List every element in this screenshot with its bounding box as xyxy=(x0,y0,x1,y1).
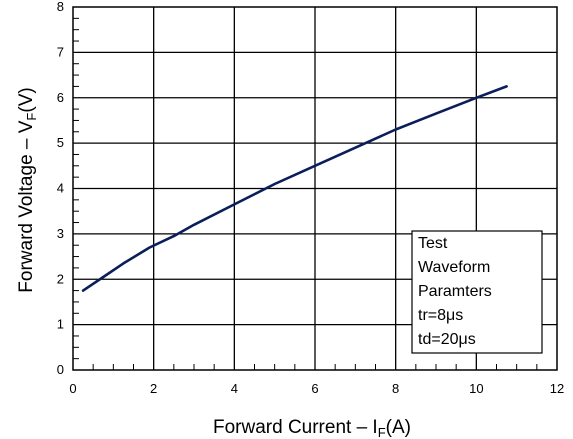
annotation-line-5: td=20μs xyxy=(418,331,476,348)
x-tick-label: 10 xyxy=(469,381,483,396)
minor-ticks xyxy=(73,17,538,370)
y-tick-label: 8 xyxy=(57,0,64,14)
x-tick-label: 6 xyxy=(311,381,318,396)
annotation-line-1: Test xyxy=(418,235,448,252)
y-axis-title-sub: F xyxy=(24,113,39,121)
annotation-frame xyxy=(411,230,543,354)
y-tick-label: 4 xyxy=(57,181,64,196)
x-axis-title-main: Forward Current – I xyxy=(213,417,378,438)
x-axis-title-sub: F xyxy=(378,425,386,439)
y-tick-label: 6 xyxy=(57,90,64,105)
annotation-line-2: Waveform xyxy=(418,259,490,276)
y-axis-title-main: Forward Voltage – V xyxy=(16,120,37,292)
y-tick-label: 7 xyxy=(57,44,64,59)
y-tick-label: 3 xyxy=(57,226,64,241)
x-tick-label: 0 xyxy=(69,381,76,396)
x-tick-label: 8 xyxy=(392,381,399,396)
annotation-line-3: Paramters xyxy=(418,283,492,300)
x-tick-label: 2 xyxy=(150,381,157,396)
y-tick-label: 0 xyxy=(57,362,64,377)
y-axis-title-unit: (V) xyxy=(16,87,37,112)
x-tick-label: 4 xyxy=(231,381,238,396)
y-tick-label: 2 xyxy=(57,271,64,286)
y-tick-label: 5 xyxy=(57,135,64,150)
y-tick-label: 1 xyxy=(57,317,64,332)
forward-voltage-curve xyxy=(81,85,508,292)
y-tick-labels: 0 1 2 3 4 5 6 7 8 xyxy=(57,0,64,377)
plot-frame xyxy=(72,6,558,371)
annotation-line-4: tr=8μs xyxy=(418,307,463,324)
x-axis-title-unit: (A) xyxy=(386,417,411,438)
x-axis-title: Forward Current – IF(A) xyxy=(213,417,411,439)
grid xyxy=(73,7,557,370)
x-tick-labels: 0 2 4 6 8 10 12 xyxy=(69,381,564,396)
y-axis-title: Forward Voltage – VF(V) xyxy=(16,87,39,292)
x-tick-label: 12 xyxy=(550,381,564,396)
annotation-box: Test Waveform Paramters tr=8μs td=20μs xyxy=(411,230,543,354)
data-layer xyxy=(81,85,508,292)
